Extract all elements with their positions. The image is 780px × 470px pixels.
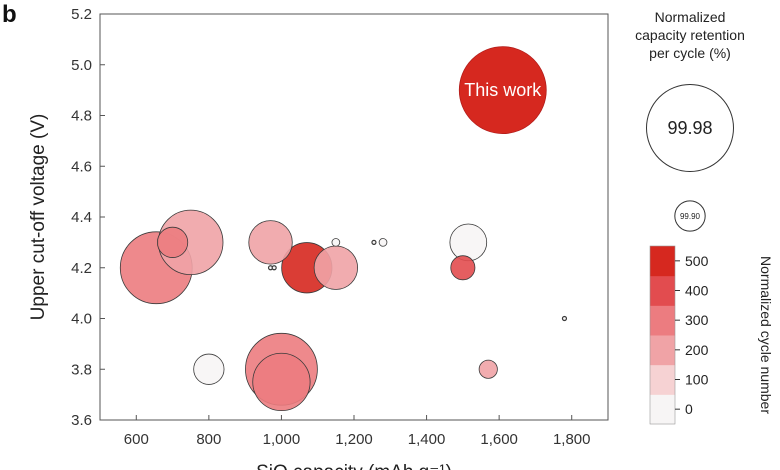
y-tick-label: 4.4 <box>71 209 92 226</box>
colorbar-segment <box>650 246 675 277</box>
colorbar-tick-label: 500 <box>685 253 709 269</box>
plot-area: 3.6 3.8 4.0 4.2 4.4 4.6 4.8 5.0 5.2 600 800 1,000 1,… <box>28 6 609 470</box>
data-bubble <box>156 226 189 258</box>
data-bubble <box>331 238 341 247</box>
colorbar-segment <box>650 364 675 395</box>
data-bubble <box>449 223 488 262</box>
x-tick-label: 1,200 <box>335 431 373 448</box>
data-bubble <box>271 265 277 271</box>
colorbar: 0 100 200 300 400 500 Normalized cycle number <box>649 245 774 425</box>
data-bubble <box>252 352 311 412</box>
colorbar-segment <box>650 394 675 425</box>
y-tick-label: 4.0 <box>71 311 92 328</box>
y-tick-label: 3.6 <box>71 412 92 429</box>
colorbar-segment <box>650 305 675 336</box>
bubble-label-this-work: This work <box>464 80 542 100</box>
colorbar-tick-label: 200 <box>685 342 709 358</box>
data-bubble <box>313 245 358 290</box>
panel-label: b <box>2 1 17 28</box>
data-bubble <box>193 353 225 385</box>
size-legend: Normalized capacity retention per cycle (%… <box>635 9 745 232</box>
colorbar-segment <box>650 275 675 306</box>
y-tick-label: 4.6 <box>71 158 92 175</box>
data-bubble <box>458 46 547 135</box>
data-bubble <box>248 220 293 265</box>
size-legend-circle-small <box>674 200 706 232</box>
x-tick-label: 600 <box>124 431 149 448</box>
colorbar-frame <box>649 245 676 425</box>
colorbar-tick-label: 400 <box>685 283 709 299</box>
size-legend-title: per cycle (%) <box>649 45 731 61</box>
x-tick-label: 800 <box>196 431 221 448</box>
colorbar-tick-label: 100 <box>685 372 709 388</box>
data-bubble <box>561 315 568 322</box>
y-tick-label: 4.2 <box>71 260 92 277</box>
size-legend-title: capacity retention <box>635 27 745 43</box>
size-legend-circle-large <box>646 84 734 172</box>
y-tick-label: 5.2 <box>71 6 92 23</box>
x-tick-label: 1,000 <box>263 431 301 448</box>
x-tick-label: 1,800 <box>553 431 591 448</box>
colorbar-tick-label: 300 <box>685 312 709 328</box>
colorbar-segment <box>650 335 675 366</box>
x-tick-label: 1,600 <box>480 431 518 448</box>
data-bubble <box>450 255 476 281</box>
data-bubble <box>378 238 388 247</box>
x-tick-label: 1,400 <box>408 431 446 448</box>
size-legend-title: Normalized <box>655 9 726 25</box>
size-legend-label-small: 99.90 <box>680 212 701 221</box>
y-tick-label: 5.0 <box>71 57 92 74</box>
size-legend-label-large: 99.98 <box>667 118 712 138</box>
x-axis-title: SiO capacity (mAh g⁻¹) <box>256 462 452 470</box>
colorbar-tick-label: 0 <box>685 401 693 417</box>
data-bubble <box>478 359 498 379</box>
colorbar-title: Normalized cycle number <box>758 256 774 414</box>
y-tick-label: 4.8 <box>71 108 92 125</box>
y-axis-title: Upper cut-off voltage (V) <box>28 114 49 321</box>
y-tick-label: 3.8 <box>71 361 92 378</box>
data-bubble <box>371 239 377 245</box>
